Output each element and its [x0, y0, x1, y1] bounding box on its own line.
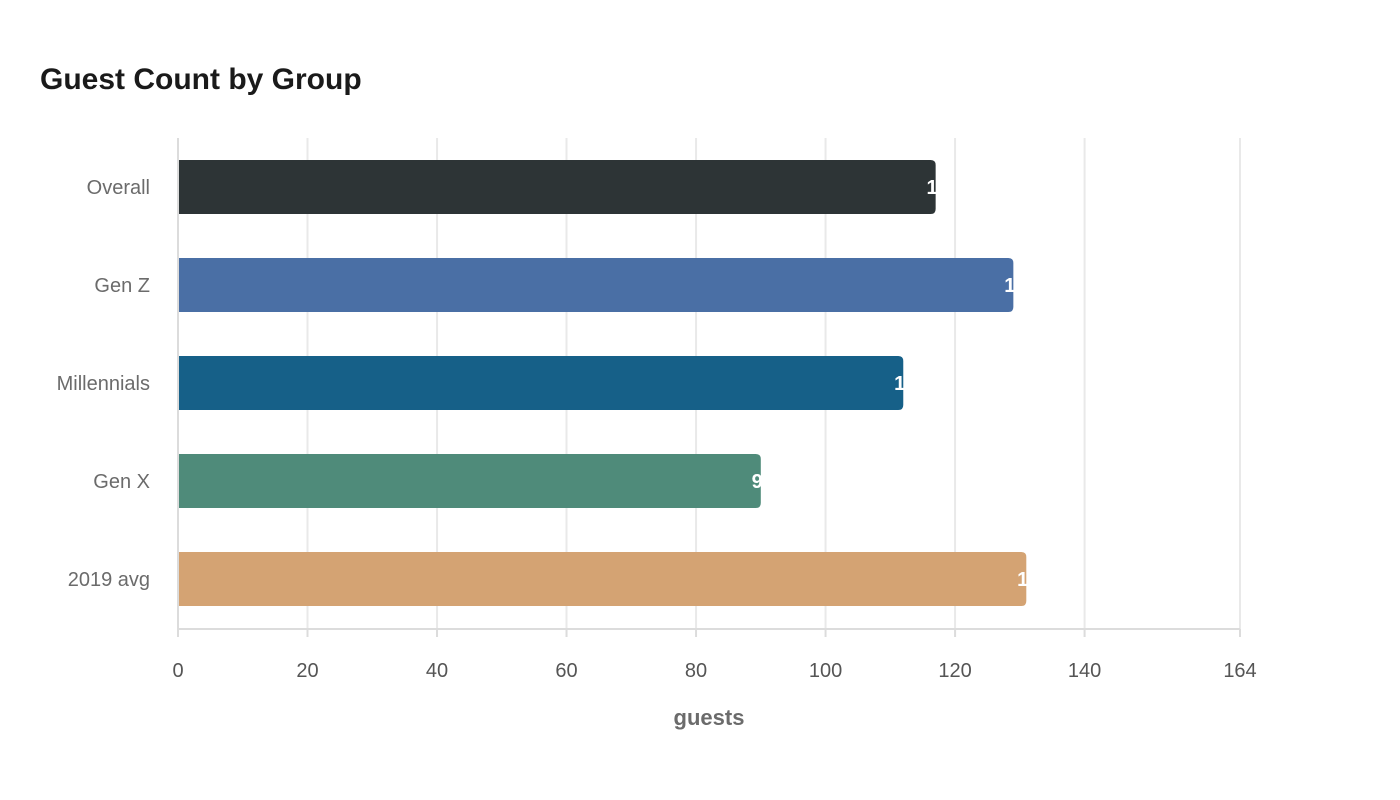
category-label-overall: Overall: [87, 177, 150, 199]
bars: 1 1 1 9 1: [178, 160, 1028, 606]
x-tick-label: 0: [172, 660, 183, 682]
category-label-millennials: Millennials: [57, 373, 150, 395]
bar-millennials: [178, 356, 904, 410]
bar-gen-z: [178, 258, 1014, 312]
bar-2019-avg: [178, 552, 1027, 606]
bar-gen-x: [178, 454, 761, 508]
data-label-2019-avg: 1: [1017, 569, 1028, 591]
x-tick-label: 164: [1223, 660, 1256, 682]
x-tick-label: 60: [555, 660, 577, 682]
axes: 0 20 40 60 80 100 120 140 164 Overall Gen Z Millenn…: [57, 138, 1257, 682]
data-label-gen-x: 9: [752, 471, 763, 493]
category-label-gen-z: Gen Z: [94, 275, 150, 297]
x-tick-label: 40: [426, 660, 448, 682]
x-tick-label: 80: [685, 660, 707, 682]
chart-title: Guest Count by Group: [40, 63, 362, 96]
x-tick-label: 20: [296, 660, 318, 682]
category-label-2019-avg: 2019 avg: [68, 569, 150, 591]
x-axis-label: guests: [674, 705, 745, 730]
data-label-overall: 1: [927, 177, 938, 199]
x-tick-label: 140: [1068, 660, 1101, 682]
category-label-gen-x: Gen X: [93, 471, 150, 493]
x-tick-label: 120: [938, 660, 971, 682]
x-tick-label: 100: [809, 660, 842, 682]
data-label-millennials: 1: [894, 373, 905, 395]
bar-overall: [178, 160, 936, 214]
data-label-gen-z: 1: [1004, 275, 1015, 297]
